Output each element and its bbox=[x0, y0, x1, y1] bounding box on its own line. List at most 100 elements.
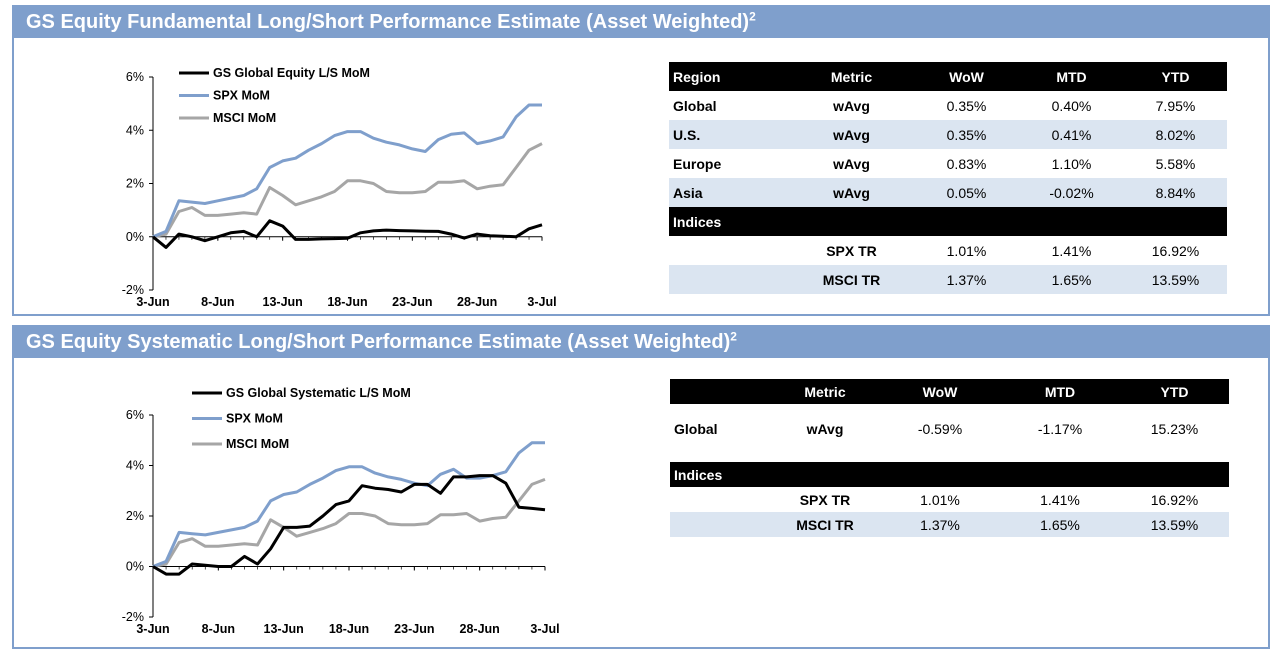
footnote-marker: 2 bbox=[749, 9, 756, 24]
region-cell: Europe bbox=[673, 155, 722, 172]
index-name-cell: SPX TR bbox=[826, 242, 877, 259]
legend-label: MSCI MoM bbox=[226, 437, 289, 451]
region-cell: U.S. bbox=[669, 120, 789, 149]
y-tick-label: -2% bbox=[122, 610, 144, 624]
y-tick-label: -2% bbox=[122, 283, 144, 297]
ytd-cell: 5.58% bbox=[1155, 155, 1196, 172]
y-tick-label: 6% bbox=[126, 70, 144, 84]
mtd-cell: 1.65% bbox=[1019, 265, 1124, 294]
metric-cell: wAvg bbox=[833, 97, 870, 114]
table-row: MSCI TR 1.37% 1.65% 13.59% bbox=[670, 512, 1229, 537]
panel-title-text: GS Equity Fundamental Long/Short Perform… bbox=[26, 11, 750, 33]
column-header: WoW bbox=[914, 62, 1019, 91]
column-header: WoW bbox=[880, 379, 1000, 404]
x-tick-label: 8-Jun bbox=[201, 295, 234, 309]
series-line bbox=[152, 103, 542, 239]
ytd-cell: 15.23% bbox=[1150, 421, 1199, 437]
wow-cell: 1.37% bbox=[914, 265, 1019, 294]
column-header: MTD bbox=[1000, 379, 1120, 404]
table-row: Europe wAvg 0.83% 1.10% 5.58% bbox=[669, 149, 1227, 178]
wow-cell: -0.59% bbox=[917, 421, 963, 437]
wow-cell: 1.01% bbox=[920, 491, 960, 508]
y-tick-label: 0% bbox=[126, 230, 144, 244]
ytd-cell: 7.95% bbox=[1155, 97, 1196, 114]
wow-cell: 0.83% bbox=[946, 155, 987, 172]
mtd-cell: 0.41% bbox=[1019, 120, 1124, 149]
empty-cell bbox=[669, 236, 789, 265]
x-tick-label: 3-Jul bbox=[530, 622, 559, 636]
metric-cell: wAvg bbox=[789, 120, 914, 149]
index-name-cell: MSCI TR bbox=[789, 265, 914, 294]
indices-label: Indices bbox=[669, 207, 1227, 236]
spacer-cell bbox=[670, 454, 1229, 462]
series-line bbox=[152, 477, 546, 568]
column-header: YTD bbox=[1124, 62, 1227, 91]
x-tick-label: 18-Jun bbox=[327, 295, 367, 309]
systematic-panel: GS Equity Systematic Long/Short Performa… bbox=[12, 325, 1270, 649]
y-tick-label: 0% bbox=[126, 560, 144, 574]
mtd-cell: 1.65% bbox=[1000, 512, 1120, 537]
systematic-stats-table: Metric WoW MTD YTD Global wAvg -0.59% -1… bbox=[670, 379, 1229, 537]
indices-section-row: Indices bbox=[670, 462, 1229, 487]
y-tick-label: 6% bbox=[126, 408, 144, 422]
table-row: Global wAvg 0.35% 0.40% 7.95% bbox=[669, 91, 1227, 120]
metric-cell: wAvg bbox=[789, 178, 914, 207]
legend-label: GS Global Equity L/S MoM bbox=[213, 66, 370, 80]
metric-cell: wAvg bbox=[806, 421, 844, 437]
table-row: Asia wAvg 0.05% -0.02% 8.84% bbox=[669, 178, 1227, 207]
x-tick-label: 23-Jun bbox=[394, 622, 434, 636]
table-row: SPX TR 1.01% 1.41% 16.92% bbox=[669, 236, 1227, 265]
region-cell: Asia bbox=[669, 178, 789, 207]
x-tick-label: 8-Jun bbox=[202, 622, 235, 636]
x-tick-label: 3-Jun bbox=[136, 295, 169, 309]
y-tick-label: 4% bbox=[126, 459, 144, 473]
y-tick-label: 4% bbox=[126, 123, 144, 137]
mtd-cell: 0.40% bbox=[1051, 97, 1092, 114]
index-name-cell: MSCI TR bbox=[770, 512, 880, 537]
fundamental-panel: GS Equity Fundamental Long/Short Perform… bbox=[12, 5, 1270, 316]
column-header bbox=[670, 379, 770, 404]
x-tick-label: 13-Jun bbox=[264, 622, 304, 636]
ytd-cell: 16.92% bbox=[1151, 242, 1200, 259]
empty-cell bbox=[669, 265, 789, 294]
column-header: Metric bbox=[789, 62, 914, 91]
legend-label: MSCI MoM bbox=[213, 111, 276, 125]
wow-cell: 0.35% bbox=[914, 120, 1019, 149]
legend-label: GS Global Systematic L/S MoM bbox=[226, 386, 411, 400]
panel-title-text: GS Equity Systematic Long/Short Performa… bbox=[26, 331, 731, 353]
legend-label: SPX MoM bbox=[226, 412, 283, 426]
fundamental-line-chart: 6% 4% 2% 0% -2%3-Jun 8-Jun 13-Jun 18-Jun 23-Jun 2… bbox=[122, 66, 557, 309]
mtd-cell: 1.41% bbox=[1051, 242, 1092, 259]
x-tick-label: 3-Jun bbox=[136, 622, 169, 636]
wow-cell: 0.05% bbox=[914, 178, 1019, 207]
empty-cell bbox=[670, 487, 770, 512]
column-header: MTD bbox=[1019, 62, 1124, 91]
x-tick-label: 23-Jun bbox=[392, 295, 432, 309]
ytd-cell: 13.59% bbox=[1124, 265, 1227, 294]
ytd-cell: 8.84% bbox=[1124, 178, 1227, 207]
indices-label: Indices bbox=[670, 462, 1229, 487]
mtd-cell: 1.41% bbox=[1040, 491, 1080, 508]
x-tick-label: 28-Jun bbox=[460, 622, 500, 636]
indices-section-row: Indices bbox=[669, 207, 1227, 236]
column-header: Metric bbox=[770, 379, 880, 404]
table-row: SPX TR 1.01% 1.41% 16.92% bbox=[670, 487, 1229, 512]
series-line bbox=[152, 441, 545, 568]
footnote-marker: 2 bbox=[730, 329, 737, 344]
index-name-cell: SPX TR bbox=[799, 491, 851, 508]
metric-cell: wAvg bbox=[833, 155, 870, 172]
panel-title: GS Equity Systematic Long/Short Performa… bbox=[14, 327, 1268, 358]
x-tick-label: 3-Jul bbox=[527, 295, 556, 309]
mtd-cell: -1.17% bbox=[1037, 421, 1083, 437]
y-tick-label: 2% bbox=[126, 509, 144, 523]
table-header-row: Metric WoW MTD YTD bbox=[670, 379, 1229, 404]
table-row: MSCI TR 1.37% 1.65% 13.59% bbox=[669, 265, 1227, 294]
column-header: Region bbox=[669, 62, 789, 91]
region-cell: Global bbox=[674, 421, 718, 437]
x-tick-label: 28-Jun bbox=[457, 295, 497, 309]
wow-cell: 1.37% bbox=[880, 512, 1000, 537]
mtd-cell: -0.02% bbox=[1019, 178, 1124, 207]
region-cell: Global bbox=[673, 97, 717, 114]
empty-cell bbox=[670, 512, 770, 537]
series-line bbox=[152, 142, 543, 239]
